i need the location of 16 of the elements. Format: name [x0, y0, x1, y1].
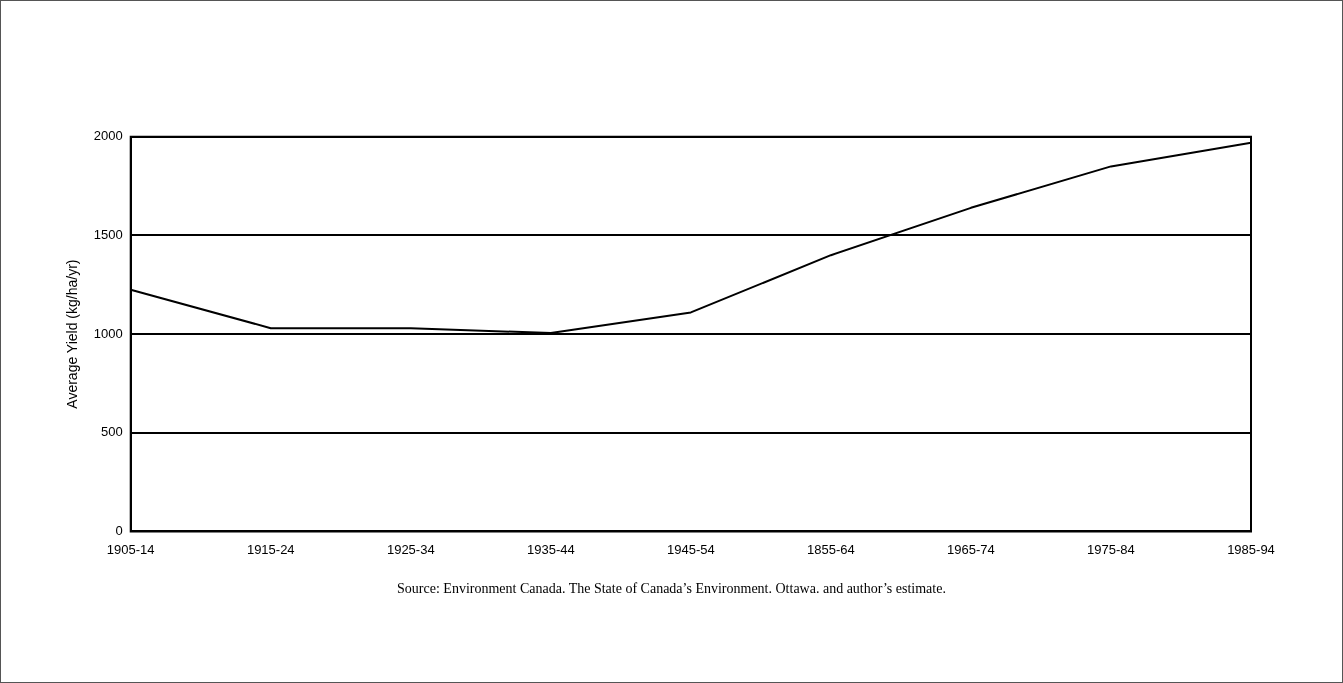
y-tick-label: 1000 [93, 325, 123, 341]
y-axis-title: Average Yield (kg/ha/yr) [64, 259, 81, 409]
x-tick-label: 1985-94 [1227, 541, 1275, 557]
x-tick-label: 1975-84 [1087, 541, 1135, 557]
y-tick-label: 500 [101, 424, 123, 440]
y-tick-label: 2000 [93, 128, 123, 144]
source-note: Source: Environment Canada. The State of Canada’s Environment. Ottawa. and author’s estimate. [396, 581, 947, 597]
x-tick-label: 1915-24 [246, 541, 295, 557]
x-tick-label: 1905-14 [106, 541, 155, 557]
y-tick-label: 1500 [93, 227, 123, 243]
x-tick-label: 1965-74 [947, 541, 995, 557]
x-tick-label: 1925-34 [386, 541, 435, 557]
x-tick-label: 1945-54 [667, 541, 715, 557]
x-tick-label: 1935-44 [526, 541, 575, 557]
x-tick-label: 1855-64 [807, 541, 855, 557]
y-tick-label: 0 [115, 522, 123, 538]
